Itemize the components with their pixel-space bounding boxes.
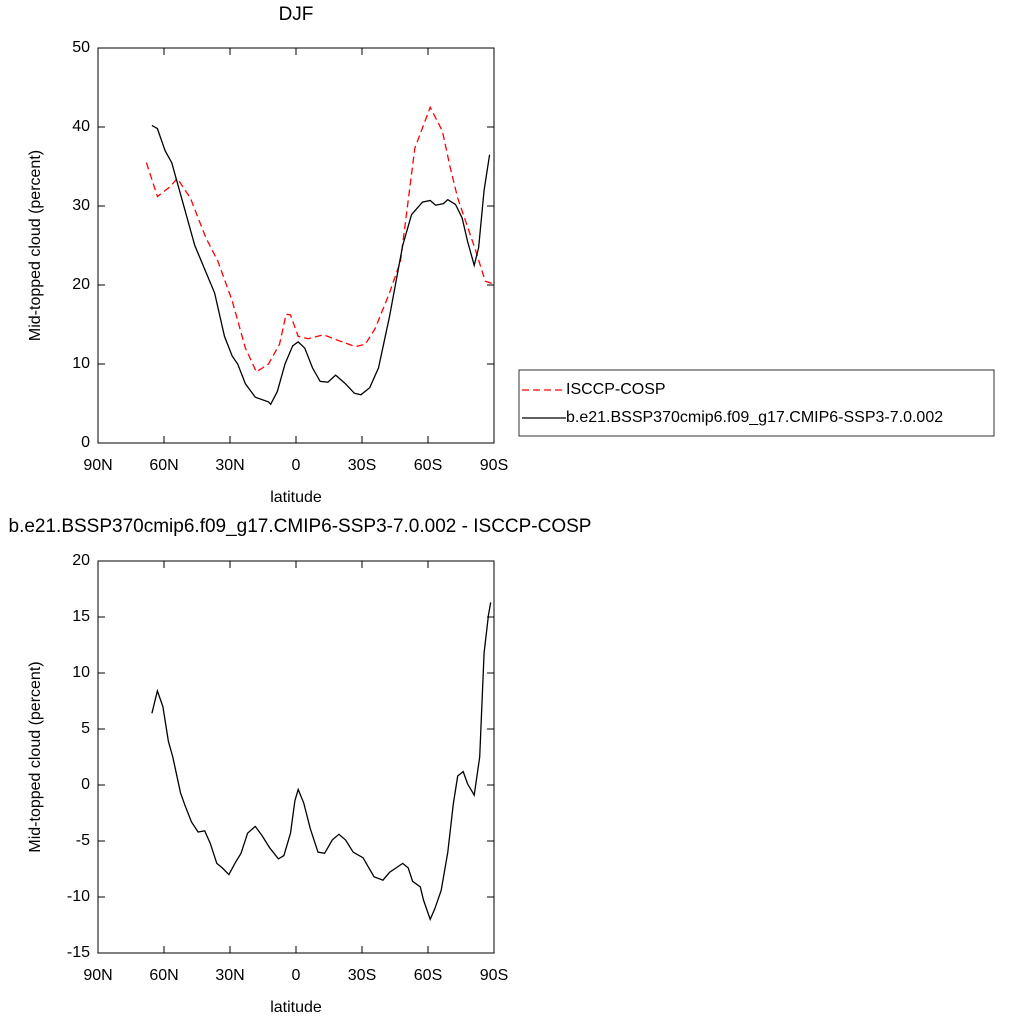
legend-box — [518, 369, 995, 437]
y-tick-label: 30 — [72, 197, 90, 214]
x-tick-label: 60N — [149, 457, 178, 474]
chart-title: b.e21.BSSP370cmip6.f09_g17.CMIP6-SSP3-7.… — [9, 516, 592, 537]
x-tick-label: 90S — [480, 967, 508, 984]
plot-frame — [97, 47, 495, 444]
y-tick-label: -5 — [76, 832, 90, 849]
data-line — [151, 602, 492, 922]
x-tick-label: 0 — [292, 967, 301, 984]
x-tick-label: 60S — [414, 967, 442, 984]
y-tick-label: 40 — [72, 118, 90, 135]
x-tick-label: 30N — [215, 457, 244, 474]
y-tick-label: 20 — [72, 276, 90, 293]
y-axis-label: Mid-topped cloud (percent) — [27, 661, 44, 852]
y-tick-label: 10 — [72, 664, 90, 681]
x-tick-label: 30S — [348, 967, 376, 984]
data-line — [145, 105, 493, 373]
x-tick-label: 60N — [149, 967, 178, 984]
y-tick-label: 15 — [72, 608, 90, 625]
legend-label: ISCCP-COSP — [566, 381, 666, 398]
x-axis-label: latitude — [270, 489, 322, 506]
x-tick-label: 90N — [83, 967, 112, 984]
data-line — [151, 124, 491, 406]
y-tick-label: 20 — [72, 552, 90, 569]
chart-title: DJF — [279, 4, 314, 25]
y-tick-label: 5 — [81, 720, 90, 737]
legend-label: b.e21.BSSP370cmip6.f09_g17.CMIP6-SSP3-7.… — [566, 409, 943, 426]
plot-frame — [97, 560, 495, 954]
x-tick-label: 30S — [348, 457, 376, 474]
y-tick-label: -10 — [67, 888, 90, 905]
y-tick-label: 50 — [72, 39, 90, 56]
x-tick-label: 60S — [414, 457, 442, 474]
y-tick-label: 0 — [81, 776, 90, 793]
x-tick-label: 0 — [292, 457, 301, 474]
y-axis-label: Mid-topped cloud (percent) — [27, 150, 44, 341]
y-tick-label: 10 — [72, 355, 90, 372]
x-tick-label: 90N — [83, 457, 112, 474]
y-tick-label: 0 — [81, 434, 90, 451]
x-tick-label: 30N — [215, 967, 244, 984]
x-tick-label: 90S — [480, 457, 508, 474]
y-tick-label: -15 — [67, 944, 90, 961]
x-axis-label: latitude — [270, 999, 322, 1016]
